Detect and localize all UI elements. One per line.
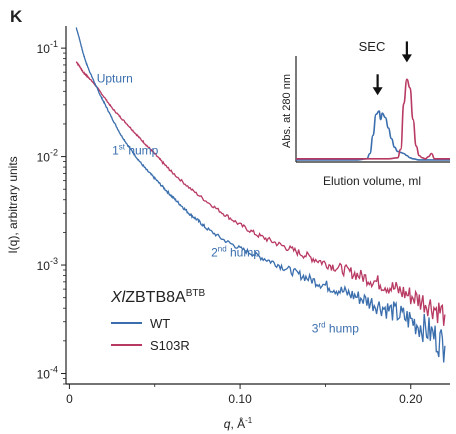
y-tick-label: 10-1 — [37, 39, 58, 56]
y-tick-label: 10-3 — [37, 256, 58, 273]
y-tick-label: 10-2 — [37, 148, 58, 165]
x-tick-label: 0 — [66, 392, 73, 406]
legend-title: XlZBTB8ABTB — [110, 288, 205, 306]
inset-x-title: Elution volume, ml — [323, 174, 421, 188]
x-tick-label: 0.10 — [228, 392, 252, 406]
inset-series-s103r — [295, 78, 450, 160]
inset-series-wt — [296, 110, 450, 161]
panel-label: K — [10, 7, 23, 26]
inset-arrow-head — [401, 54, 412, 63]
annotation-label: Upturn — [97, 72, 133, 86]
inset-arrow-head — [372, 87, 383, 96]
legend-label: S103R — [150, 338, 190, 353]
annotation-label: 2nd hump — [211, 244, 260, 259]
inset-title: SEC — [359, 39, 386, 54]
y-tick-label: 10-4 — [37, 364, 58, 381]
inset-background — [262, 30, 452, 200]
inset-y-title: Abs. at 280 nm — [281, 74, 293, 148]
series-line-wt — [75, 27, 446, 363]
x-tick-label: 0.20 — [399, 392, 423, 406]
annotation-label: 1st hump — [112, 142, 159, 157]
annotation-label: 3rd hump — [312, 320, 359, 335]
legend-label: WT — [150, 316, 170, 331]
x-axis-title: q, Å-1 — [224, 416, 253, 431]
y-axis-title: I(q), arbitrary units — [6, 156, 20, 253]
